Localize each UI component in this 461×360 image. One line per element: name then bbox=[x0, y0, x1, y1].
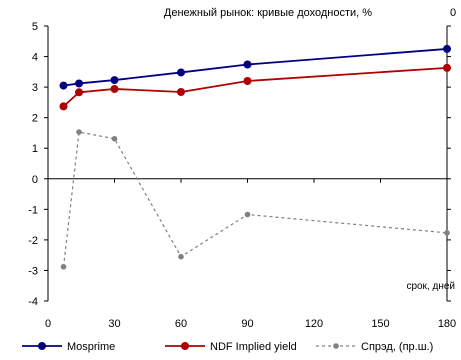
series-1-point bbox=[177, 68, 185, 77]
series-2-point bbox=[59, 102, 68, 111]
secondary-axis-top-label: 0 bbox=[450, 7, 456, 19]
y-tick-label: -3 bbox=[28, 265, 38, 277]
legend-marker-1 bbox=[38, 342, 46, 350]
y-tick-label: 1 bbox=[32, 143, 38, 155]
series-2-point bbox=[75, 88, 84, 97]
series-2-point bbox=[177, 88, 185, 96]
series-1-point bbox=[75, 79, 84, 88]
y-tick-label: 0 bbox=[32, 174, 38, 186]
x-tick-label: 180 bbox=[438, 318, 456, 330]
legend-label-3: Спрэд, (пр.ш.) bbox=[361, 341, 433, 353]
y-tick-label: -2 bbox=[28, 235, 38, 247]
series-3-point bbox=[244, 211, 251, 218]
x-tick-label: 0 bbox=[45, 318, 51, 330]
x-tick-label: 150 bbox=[371, 318, 389, 330]
legend-marker-2 bbox=[181, 342, 189, 350]
legend-label-2: NDF Implied yield bbox=[210, 341, 297, 353]
y-tick-label: 3 bbox=[32, 82, 38, 94]
y-tick-label: -4 bbox=[28, 296, 38, 308]
y-tick-label: 2 bbox=[32, 113, 38, 125]
series-2-point bbox=[110, 84, 119, 93]
series-1-point bbox=[110, 76, 119, 85]
legend-label-1: Mosprime bbox=[67, 341, 115, 353]
series-3-point bbox=[76, 129, 82, 135]
plot-area: -4 -3 -2 -1 0 1 2 3 4 5 0 30 60 90 120 150 180 bbox=[28, 21, 456, 330]
legend-marker-3 bbox=[333, 343, 339, 349]
series-1-point bbox=[243, 60, 252, 69]
series-line-2 bbox=[62, 66, 448, 108]
series-2-point bbox=[443, 63, 451, 72]
legend: Mosprime NDF Implied yield Спрэд, (пр.ш.) bbox=[22, 341, 433, 353]
series-3-point bbox=[60, 263, 67, 270]
y-tick-label: -1 bbox=[28, 204, 38, 216]
series-3-point bbox=[444, 230, 450, 236]
series-1-point bbox=[59, 81, 68, 90]
y-tick-label: 4 bbox=[32, 52, 38, 64]
series-1-point bbox=[443, 44, 451, 53]
x-tick-label: 30 bbox=[108, 318, 120, 330]
chart-title: Денежный рынок: кривые доходности, % bbox=[164, 7, 372, 19]
series-3-point bbox=[111, 135, 118, 142]
x-tick-label: 60 bbox=[175, 318, 187, 330]
x-axis-label: срок, дней bbox=[406, 281, 455, 292]
x-tick-label: 90 bbox=[241, 318, 253, 330]
series-2-point bbox=[243, 77, 252, 85]
y-tick-label: 5 bbox=[32, 21, 38, 33]
series-line-3 bbox=[62, 131, 448, 267]
x-tick-label: 120 bbox=[305, 318, 323, 330]
series-3-point bbox=[178, 253, 184, 260]
